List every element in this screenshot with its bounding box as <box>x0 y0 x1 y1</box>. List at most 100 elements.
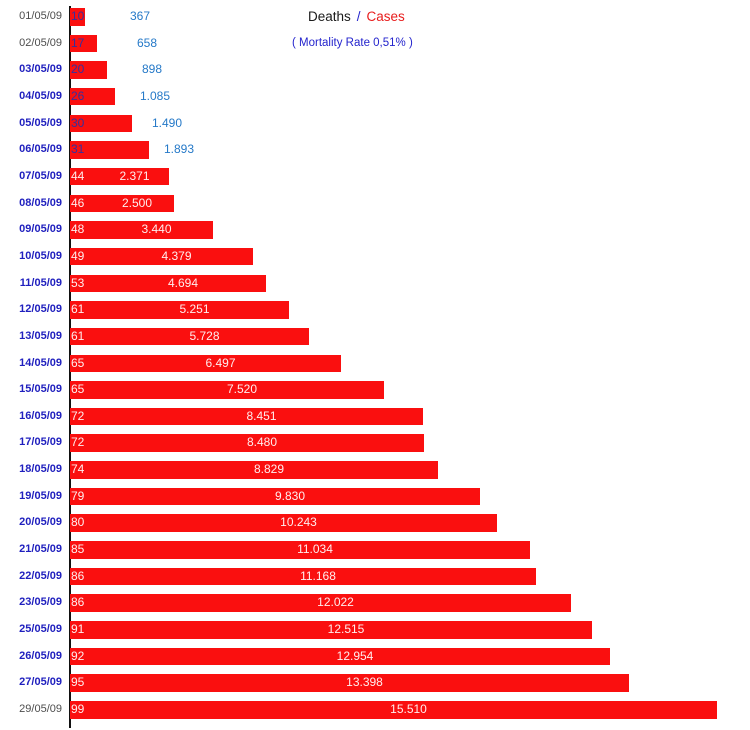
deaths-value: 85 <box>71 542 85 557</box>
date-label: 12/05/09 <box>19 303 62 316</box>
chart-row: 27/05/09 95 13.398 <box>0 674 750 692</box>
cases-bar: 49 4.379 <box>70 247 253 266</box>
date-label: 07/05/09 <box>19 169 62 182</box>
date-label: 23/05/09 <box>19 596 62 609</box>
legend: Deaths / Cases <box>308 8 405 26</box>
date-label: 16/05/09 <box>19 409 62 422</box>
deaths-value: 46 <box>71 195 85 210</box>
chart-row: 23/05/09 86 12.022 <box>0 594 750 612</box>
date-label: 26/05/09 <box>19 649 62 662</box>
cases-value: 12.515 <box>327 622 365 637</box>
chart-row: 22/05/09 86 11.168 <box>0 567 750 586</box>
cases-bar: 53 4.694 <box>70 274 266 293</box>
deaths-value: 20 <box>71 62 85 77</box>
cases-value: 11.034 <box>297 542 333 557</box>
cases-value: 15.510 <box>390 702 427 716</box>
cases-bar: 31 <box>70 141 149 159</box>
cases-bar: 72 8.480 <box>70 434 424 452</box>
date-label: 25/05/09 <box>19 623 62 636</box>
chart-row: 19/05/09 79 9.830 <box>0 487 750 506</box>
cases-value: 3.440 <box>141 222 172 237</box>
chart-row: 21/05/09 85 11.034 <box>0 541 750 559</box>
chart-row: 05/05/09 30 1.490 <box>0 114 750 133</box>
cases-bar: 80 10.243 <box>70 514 497 532</box>
deaths-value: 92 <box>71 648 85 663</box>
date-label: 19/05/09 <box>19 489 62 502</box>
cases-value: 10.243 <box>280 515 317 530</box>
cases-bar: 86 12.022 <box>70 594 571 612</box>
cases-bar: 10 <box>70 8 85 26</box>
deaths-value: 61 <box>71 328 85 343</box>
deaths-value: 65 <box>71 382 85 397</box>
cases-bar: 95 13.398 <box>70 674 629 692</box>
cases-bar: 85 11.034 <box>70 541 530 559</box>
chart-row: 08/05/09 46 2.500 <box>0 194 750 213</box>
chart-row: 09/05/09 48 3.440 <box>0 221 750 239</box>
date-label: 22/05/09 <box>19 569 62 582</box>
date-label: 08/05/09 <box>19 196 62 209</box>
date-label: 05/05/09 <box>19 116 62 129</box>
chart-row: 15/05/09 65 7.520 <box>0 381 750 399</box>
chart-row: 03/05/09 20 898 <box>0 61 750 79</box>
date-label: 11/05/09 <box>19 276 62 289</box>
date-label: 18/05/09 <box>19 463 62 476</box>
legend-cases-label: Cases <box>366 9 405 24</box>
date-label: 29/05/09 <box>19 703 62 715</box>
cases-bar: 26 <box>70 87 115 106</box>
date-label: 03/05/09 <box>19 63 62 76</box>
deaths-value: 86 <box>71 595 85 610</box>
cases-value: 8.451 <box>246 408 277 423</box>
chart-row: 13/05/09 61 5.728 <box>0 327 750 346</box>
date-label: 17/05/09 <box>19 436 62 449</box>
cases-value: 6.497 <box>205 355 236 370</box>
chart-row: 06/05/09 31 1.893 <box>0 141 750 159</box>
chart-row: 29/05/09 99 15.510 <box>0 701 750 719</box>
cases-value: 4.379 <box>161 248 192 263</box>
legend-deaths-label: Deaths <box>308 9 351 24</box>
date-label: 14/05/09 <box>19 356 62 369</box>
chart-row: 10/05/09 49 4.379 <box>0 247 750 266</box>
date-label: 15/05/09 <box>19 383 62 396</box>
cases-value: 5.251 <box>179 302 210 317</box>
cases-value: 12.954 <box>336 648 374 663</box>
cases-value: 898 <box>141 62 163 77</box>
cases-value: 11.168 <box>300 568 336 583</box>
deaths-value: 72 <box>71 435 85 450</box>
deaths-value: 72 <box>71 408 85 423</box>
deaths-value: 86 <box>71 568 85 583</box>
chart-row: 20/05/09 80 10.243 <box>0 514 750 532</box>
deaths-value: 48 <box>71 222 85 237</box>
cases-value: 658 <box>136 35 158 50</box>
date-label: 20/05/09 <box>19 516 62 529</box>
chart-row: 16/05/09 72 8.451 <box>0 407 750 426</box>
date-label: 09/05/09 <box>19 223 62 236</box>
cases-bar: 61 5.728 <box>70 327 309 346</box>
date-label: 21/05/09 <box>19 543 62 556</box>
deaths-value: 49 <box>71 248 85 263</box>
cases-bar: 72 8.451 <box>70 407 423 426</box>
cases-bar: 44 2.371 <box>70 167 169 186</box>
cases-value: 1.085 <box>139 88 171 103</box>
deaths-value: 26 <box>71 88 85 103</box>
cases-value: 9.830 <box>274 488 306 503</box>
date-label: 02/05/09 <box>19 36 62 49</box>
date-label: 06/05/09 <box>19 143 62 156</box>
cases-bar: 99 15.510 <box>70 701 717 719</box>
cases-value: 1.893 <box>163 142 195 157</box>
deaths-value: 74 <box>71 462 85 477</box>
cases-value: 12.022 <box>317 595 354 610</box>
cases-value: 2.500 <box>121 195 153 210</box>
cases-bar: 30 <box>70 114 132 133</box>
deaths-value: 10 <box>71 9 85 23</box>
cases-bar: 20 <box>70 61 107 79</box>
cases-bar: 74 8.829 <box>70 461 438 479</box>
cases-bar: 65 6.497 <box>70 354 341 372</box>
date-label: 04/05/09 <box>19 89 62 102</box>
date-label: 13/05/09 <box>19 329 62 342</box>
deaths-value: 31 <box>71 142 85 157</box>
deaths-value: 17 <box>71 35 85 50</box>
deaths-value: 65 <box>71 355 85 370</box>
chart-row: 25/05/09 91 12.515 <box>0 621 750 639</box>
cases-value: 8.829 <box>253 462 285 477</box>
